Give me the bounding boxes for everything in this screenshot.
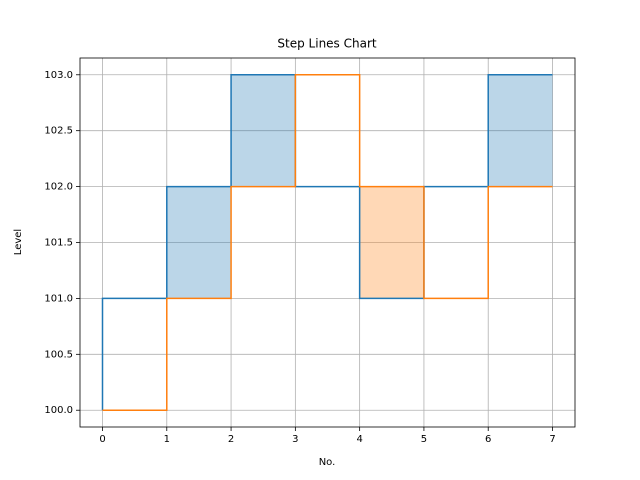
fill-area <box>359 186 424 299</box>
x-tick-label: 2 <box>228 434 234 445</box>
x-tick-label: 0 <box>99 434 105 445</box>
y-tick-label: 102.5 <box>44 126 73 137</box>
fill-area <box>166 186 232 299</box>
chart-title: Step Lines Chart <box>277 37 376 51</box>
step-line <box>102 74 553 411</box>
y-tick-label: 102.0 <box>44 182 73 193</box>
x-tick-label: 7 <box>549 434 555 445</box>
fill-area <box>231 74 296 187</box>
x-tick-label: 3 <box>292 434 298 445</box>
y-tick-label: 103.0 <box>44 70 73 81</box>
x-axis-label: No. <box>319 457 336 468</box>
y-tick-label: 100.5 <box>44 349 73 360</box>
x-tick-label: 6 <box>485 434 491 445</box>
y-tick-label: 101.0 <box>44 293 73 304</box>
y-axis-label: Level <box>13 229 24 255</box>
y-tick-label: 101.5 <box>44 238 73 249</box>
fill-area <box>488 74 553 187</box>
x-tick-label: 1 <box>164 434 170 445</box>
y-tick-label: 100.0 <box>44 405 73 416</box>
x-tick-label: 4 <box>356 434 362 445</box>
plot-frame <box>79 57 576 428</box>
x-tick-label: 5 <box>421 434 427 445</box>
